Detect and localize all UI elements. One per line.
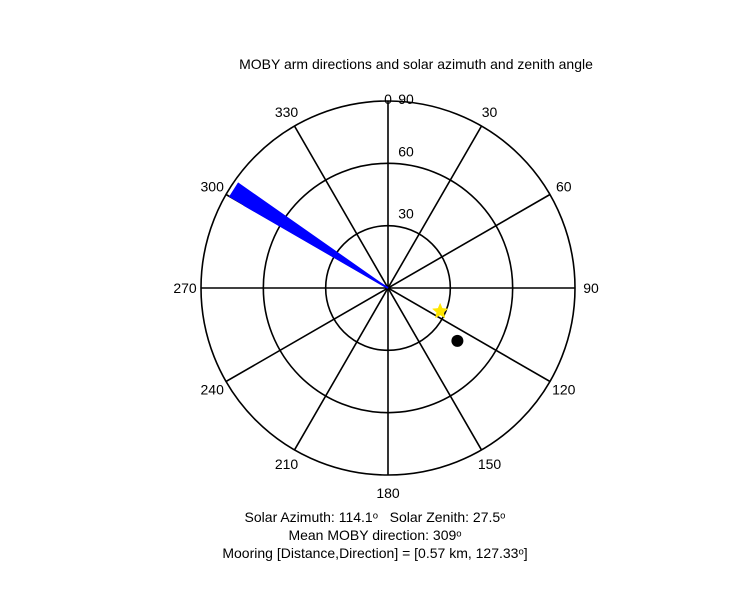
moby-arm-wedge bbox=[228, 182, 389, 289]
mooring-marker bbox=[451, 334, 464, 347]
radial-tick-label-90: 90 bbox=[398, 91, 414, 107]
mooring-caption: Mooring [Distance,Direction] = [0.57 km,… bbox=[222, 545, 528, 561]
angle-tick-label-0: 0 bbox=[384, 91, 392, 107]
angle-tick-label-120: 120 bbox=[552, 382, 576, 398]
radial-tick-label-30: 30 bbox=[398, 206, 414, 222]
caption: Solar Azimuth: 114.1ᵒ Solar Zenith: 27.5… bbox=[0, 508, 750, 562]
angle-tick-label-300: 300 bbox=[201, 179, 225, 195]
angle-tick-label-180: 180 bbox=[376, 485, 400, 501]
angle-tick-label-150: 150 bbox=[478, 456, 502, 472]
data-marks bbox=[228, 182, 464, 347]
angle-tick-label-240: 240 bbox=[201, 382, 225, 398]
chart-title: MOBY arm directions and solar azimuth an… bbox=[239, 56, 593, 72]
tick-labels: 0 30 60 90 120 150 180 210 240 270 300 330 30 60 90 bbox=[173, 91, 599, 501]
moby-arm-line bbox=[243, 204, 389, 289]
solar-caption: Solar Azimuth: 114.1ᵒ Solar Zenith: 27.5… bbox=[244, 509, 506, 525]
radial-tick-label-60: 60 bbox=[398, 143, 414, 159]
angle-tick-label-270: 270 bbox=[173, 280, 197, 296]
angle-tick-label-60: 60 bbox=[556, 179, 572, 195]
angle-tick-label-330: 330 bbox=[275, 104, 299, 120]
moby-direction-caption: Mean MOBY direction: 309ᵒ bbox=[288, 527, 462, 543]
angle-tick-label-90: 90 bbox=[583, 280, 599, 296]
angle-tick-label-210: 210 bbox=[275, 456, 299, 472]
angle-tick-label-30: 30 bbox=[482, 104, 498, 120]
sun-marker bbox=[431, 302, 449, 319]
